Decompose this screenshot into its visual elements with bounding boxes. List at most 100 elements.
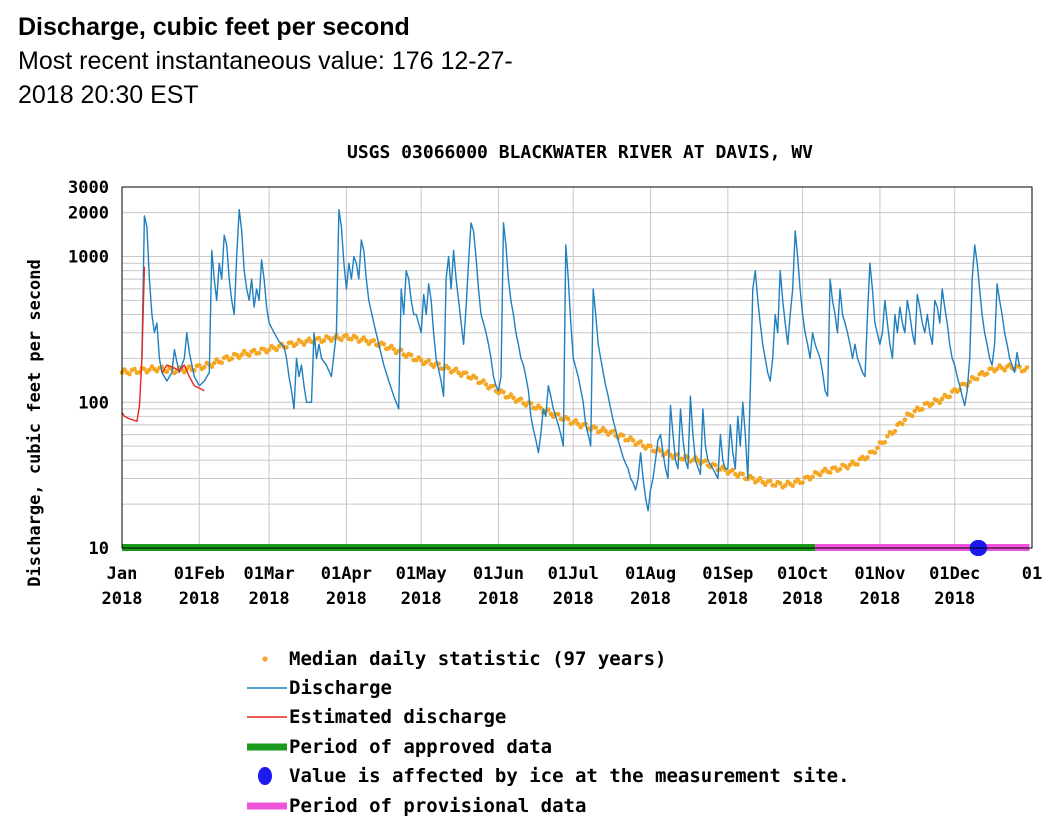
median-point [187, 364, 192, 369]
median-point [511, 395, 516, 401]
median-point [827, 470, 833, 475]
median-point [872, 450, 878, 456]
median-point [316, 335, 322, 341]
median-point [865, 455, 870, 460]
median-point [695, 458, 701, 463]
recent-value-line1: Most recent instantaneous value: 176 12-… [18, 47, 513, 75]
median-point [246, 353, 252, 358]
discharge-line [141, 208, 1021, 512]
median-point [817, 472, 823, 478]
legend-item-estimated: Estimated discharge [245, 703, 850, 732]
page-title: Discharge, cubic feet per second [18, 13, 410, 41]
y-tick-label: 100 [78, 393, 109, 413]
median-point [306, 336, 312, 341]
y-tick-label: 3000 [68, 178, 109, 198]
chart-legend: Median daily statistic (97 years) Discha… [245, 644, 850, 820]
median-point [885, 433, 890, 439]
x-tick-year-label: 2018 [707, 589, 748, 609]
estimated-discharge-line [161, 364, 205, 392]
median-point [371, 338, 377, 343]
median-point [855, 462, 860, 467]
median-point [209, 364, 215, 369]
median-point [757, 476, 763, 481]
median-point [473, 375, 479, 381]
x-tick-label: 01May [396, 564, 447, 584]
median-point [147, 367, 152, 373]
median-point [453, 366, 459, 372]
median-point [777, 481, 783, 486]
median-point [463, 370, 469, 375]
page-header: Discharge, cubic feet per second Most re… [18, 10, 638, 112]
plot-frame [121, 186, 1033, 549]
x-tick-label: 01Dec [929, 564, 980, 584]
x-tick-label: Jan [107, 564, 138, 584]
x-tick-year-label: 2018 [859, 589, 900, 609]
x-tick-year-label: 2018 [630, 589, 671, 609]
median-point [391, 347, 397, 352]
x-tick-label: 01Sep [702, 564, 753, 584]
legend-item-median: Median daily statistic (97 years) [245, 644, 850, 673]
x-tick-year-label: 2018 [934, 589, 975, 609]
median-point [620, 433, 626, 438]
median-point [142, 366, 147, 372]
median-point [762, 482, 768, 488]
x-tick-year-label: 2018 [553, 589, 594, 609]
x-tick-label: 01Nov [854, 564, 905, 584]
median-point [603, 428, 608, 434]
y-tick-labels: 10 100 1000 2000 3000 [68, 178, 109, 559]
median-point [132, 366, 137, 372]
y-tick-label: 2000 [68, 204, 109, 224]
median-point [274, 347, 279, 353]
median-point [910, 413, 915, 419]
median-point [389, 343, 394, 349]
median-point [426, 358, 432, 363]
median-point [713, 463, 718, 468]
median-point [446, 365, 451, 371]
median-point [847, 462, 853, 468]
median-point [1002, 367, 1007, 373]
median-point [261, 346, 267, 352]
median-point [795, 477, 800, 482]
x-tick-label: 01Feb [174, 564, 225, 584]
median-point [301, 342, 307, 347]
median-point [361, 335, 367, 340]
median-point [939, 396, 945, 402]
median-point [912, 408, 918, 414]
x-tick-year-label: 2018 [179, 589, 220, 609]
median-point [197, 363, 202, 368]
median-point [947, 394, 952, 400]
y-axis-label: Discharge, cubic feet per second [25, 259, 45, 587]
median-point [772, 483, 778, 488]
median-point [556, 412, 561, 417]
median-point [1007, 362, 1012, 367]
median-point [518, 396, 524, 402]
median-point [974, 376, 980, 382]
median-point [800, 480, 805, 485]
x-tick-label: 01Jun [473, 564, 524, 584]
median-point [845, 466, 850, 471]
median-point [593, 425, 598, 431]
estimated-discharge-line [121, 266, 146, 422]
legend-label-provisional: Period of provisional data [289, 794, 587, 817]
median-point [875, 445, 880, 451]
legend-label-estimated: Estimated discharge [289, 706, 507, 729]
x-tick-year-label: 2018 [326, 589, 367, 609]
median-point [740, 471, 746, 477]
median-point [294, 341, 299, 347]
median-point [266, 347, 272, 353]
grid-lines [121, 186, 1033, 549]
median-point [638, 439, 643, 444]
x-tick-label: 01Oct [777, 564, 828, 584]
median-point [408, 352, 414, 358]
provisional-bar-icon [247, 802, 287, 810]
median-point [229, 356, 234, 361]
median-point [573, 418, 579, 423]
median-point [832, 465, 838, 470]
median-point [892, 429, 898, 434]
recent-value-line2: 2018 20:30 EST [18, 81, 199, 109]
ice-marker-icon [258, 767, 272, 786]
median-point [750, 476, 756, 481]
median-point [344, 332, 349, 338]
x-tick-label: 01Apr [321, 564, 372, 584]
x-tick-labels: Jan 2018 01Feb 2018 01Mar 2018 01Apr 2018 01May 2… [102, 564, 1043, 609]
